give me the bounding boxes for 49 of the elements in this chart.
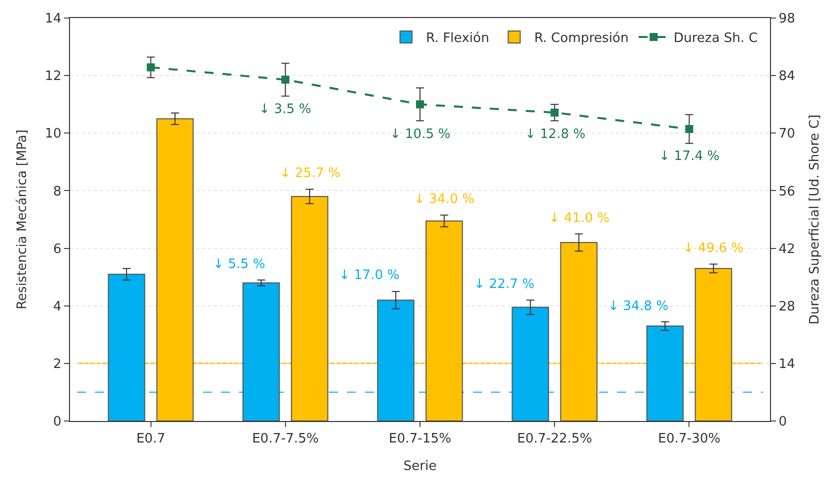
annotation: ↓ 10.5 % — [390, 127, 450, 142]
x-tick-label: E0.7-15% — [388, 432, 452, 447]
bar — [242, 282, 280, 421]
annotation: ↓ 41.0 % — [549, 211, 610, 226]
y-tick-label: 0 — [53, 414, 62, 430]
bar — [108, 274, 146, 421]
annotation: ↓ 34.8 % — [608, 299, 668, 314]
y2-tick-label: 84 — [778, 69, 796, 84]
annotation: ↓ 17.4 % — [659, 149, 720, 164]
legend-label: R. Flexión — [426, 31, 490, 46]
point — [281, 76, 290, 84]
annotation: ↓ 34.0 % — [414, 192, 474, 207]
y-tick-label: 6 — [53, 242, 62, 257]
y2-tick-label: 14 — [778, 356, 796, 372]
point — [416, 100, 424, 108]
point — [685, 125, 694, 134]
legend-label: Dureza Sh. C — [674, 31, 758, 46]
point — [146, 63, 155, 72]
y2-tick-label: 42 — [778, 242, 796, 257]
x-tick-label: E0.7-7.5% — [252, 432, 319, 447]
annotation: ↓ 25.7 % — [280, 166, 340, 181]
x-tick-label: E0.7 — [136, 432, 166, 447]
y-tick-label: 10 — [44, 126, 62, 142]
bar — [377, 300, 414, 421]
y-tick-label: 12 — [44, 69, 62, 84]
legend-label: R. Compresión — [534, 31, 629, 46]
annotation: ↓ 22.7 % — [474, 277, 534, 292]
y2-axis-title: Dureza Superficial [Ud. Shore C] — [808, 114, 823, 324]
annotation: ↓ 3.5 % — [259, 102, 312, 117]
y-tick-label: 14 — [44, 12, 62, 27]
y2-tick-label: 28 — [778, 299, 796, 314]
y2-tick-label: 70 — [778, 126, 796, 142]
bar — [512, 306, 550, 421]
annotation: ↓ 5.5 % — [213, 257, 266, 272]
annotation: ↓ 12.8 % — [525, 127, 586, 142]
y-axis-title: Resistencia Mecánica [MPa] — [14, 130, 30, 310]
annotation: ↓ 49.6 % — [683, 241, 744, 256]
bar — [646, 326, 684, 421]
y-tick-label: 4 — [53, 299, 62, 314]
y2-tick-label: 98 — [778, 12, 796, 27]
point — [550, 108, 559, 117]
y-tick-label: 2 — [53, 356, 62, 372]
annotation: ↓ 17.0 % — [339, 268, 400, 283]
x-tick-label: E0.7-22.5% — [517, 432, 592, 447]
x-axis-title: Serie — [403, 459, 437, 474]
y-tick-label: 8 — [53, 184, 62, 200]
y2-tick-label: 0 — [778, 414, 787, 430]
y2-tick-label: 56 — [778, 184, 796, 200]
x-tick-label: E0.7-30% — [658, 432, 720, 447]
